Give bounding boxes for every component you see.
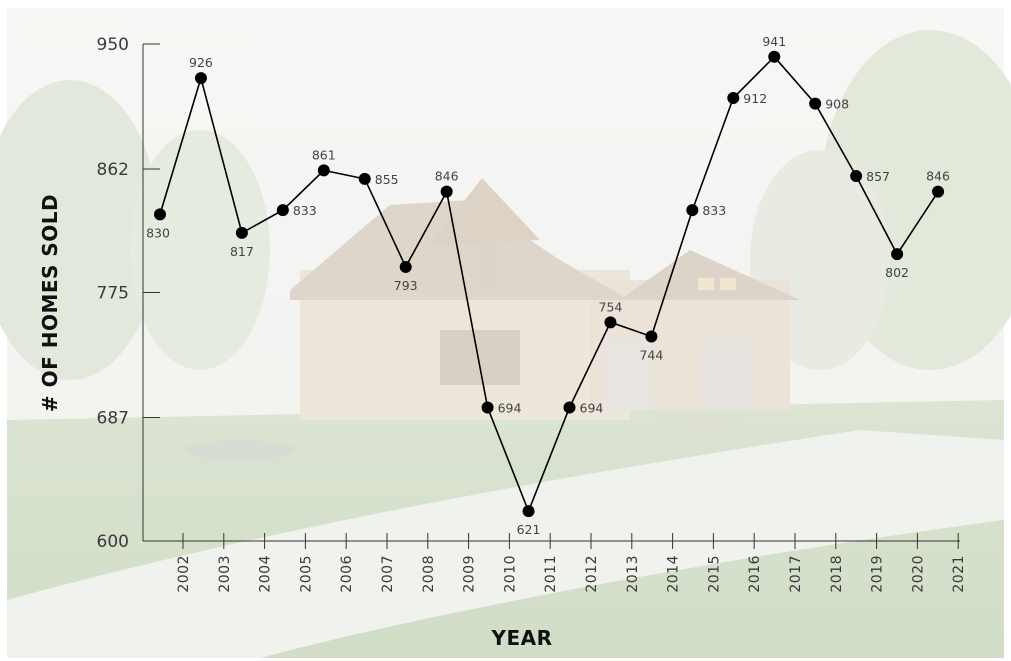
x-tick-label: 2017 bbox=[788, 555, 804, 593]
x-axis-title: YEAR bbox=[490, 626, 552, 650]
y-tick-label: 862 bbox=[97, 160, 129, 180]
y-tick-label: 775 bbox=[97, 284, 129, 304]
data-point-marker bbox=[563, 401, 576, 414]
x-tick-label: 2016 bbox=[747, 555, 763, 593]
data-point-marker bbox=[932, 185, 945, 198]
data-point-marker bbox=[850, 170, 863, 183]
data-point-marker bbox=[809, 97, 822, 110]
x-tick-label: 2012 bbox=[584, 555, 600, 593]
data-point-marker bbox=[891, 248, 904, 261]
data-label: 830 bbox=[146, 225, 170, 240]
data-label: 908 bbox=[825, 97, 849, 112]
x-tick-label: 2002 bbox=[176, 555, 192, 593]
data-label: 744 bbox=[639, 348, 663, 363]
data-point-marker bbox=[604, 316, 617, 329]
x-axis-ticks: 2002 2003 2004 2005 2006 2007 2008 2009 2010 2011… bbox=[176, 533, 967, 593]
data-label: 926 bbox=[189, 55, 213, 70]
y-axis-title: # OF HOMES SOLD bbox=[38, 194, 62, 412]
y-axis-ticks: 600 687 775 862 950 bbox=[97, 35, 160, 552]
data-label: 694 bbox=[580, 401, 604, 416]
data-label: 793 bbox=[394, 278, 418, 293]
x-tick-label: 2015 bbox=[706, 555, 722, 593]
x-tick-label: 2009 bbox=[462, 555, 478, 593]
x-tick-label: 2003 bbox=[217, 555, 233, 593]
data-point-marker bbox=[686, 204, 699, 217]
x-tick-label: 2018 bbox=[829, 555, 845, 593]
data-label: 817 bbox=[230, 244, 254, 259]
data-label: 846 bbox=[926, 169, 950, 184]
series-line bbox=[159, 55, 939, 514]
x-tick-label: 2019 bbox=[870, 555, 886, 593]
data-point-marker bbox=[317, 164, 330, 177]
x-tick-label: 2014 bbox=[666, 555, 682, 593]
x-tick-label: 2013 bbox=[625, 555, 641, 593]
data-label: 855 bbox=[375, 172, 399, 187]
data-label: 802 bbox=[885, 265, 909, 280]
x-tick-label: 2007 bbox=[380, 555, 396, 593]
data-point-marker bbox=[481, 401, 494, 414]
x-tick-label: 2011 bbox=[543, 555, 559, 593]
data-point-marker bbox=[399, 260, 412, 273]
data-label: 941 bbox=[762, 34, 786, 49]
data-point-marker bbox=[194, 72, 207, 85]
series-markers bbox=[154, 50, 945, 518]
x-tick-label: 2005 bbox=[298, 555, 314, 593]
x-tick-label: 2008 bbox=[421, 555, 437, 593]
x-tick-label: 2010 bbox=[502, 555, 518, 593]
x-tick-label: 2006 bbox=[339, 555, 355, 593]
data-label: 833 bbox=[702, 203, 726, 218]
x-tick-label: 2020 bbox=[910, 555, 926, 593]
x-tick-label: 2021 bbox=[951, 555, 967, 593]
x-tick-label: 2004 bbox=[258, 555, 274, 593]
data-label: 621 bbox=[517, 522, 541, 537]
data-point-marker bbox=[768, 50, 781, 63]
data-point-marker bbox=[358, 172, 371, 185]
data-label: 754 bbox=[599, 299, 623, 314]
data-labels: 830 926 817 833 861 855 793 846 694 621 694 754 744 8… bbox=[146, 34, 950, 537]
data-point-marker bbox=[727, 91, 740, 104]
data-point-marker bbox=[154, 208, 166, 221]
y-tick-label: 950 bbox=[97, 35, 129, 55]
data-label: 861 bbox=[312, 147, 336, 162]
data-point-marker bbox=[522, 505, 535, 518]
data-label: 833 bbox=[293, 203, 317, 218]
y-tick-label: 687 bbox=[97, 408, 129, 428]
y-tick-label: 600 bbox=[97, 532, 129, 552]
data-point-marker bbox=[235, 226, 248, 239]
data-point-marker bbox=[645, 330, 658, 343]
data-label: 912 bbox=[743, 91, 767, 106]
data-label: 857 bbox=[866, 169, 890, 184]
house-photo-background bbox=[0, 8, 1011, 658]
data-point-marker bbox=[440, 185, 453, 198]
data-point-marker bbox=[276, 204, 289, 217]
data-label: 694 bbox=[498, 401, 522, 416]
data-label: 846 bbox=[435, 169, 459, 184]
